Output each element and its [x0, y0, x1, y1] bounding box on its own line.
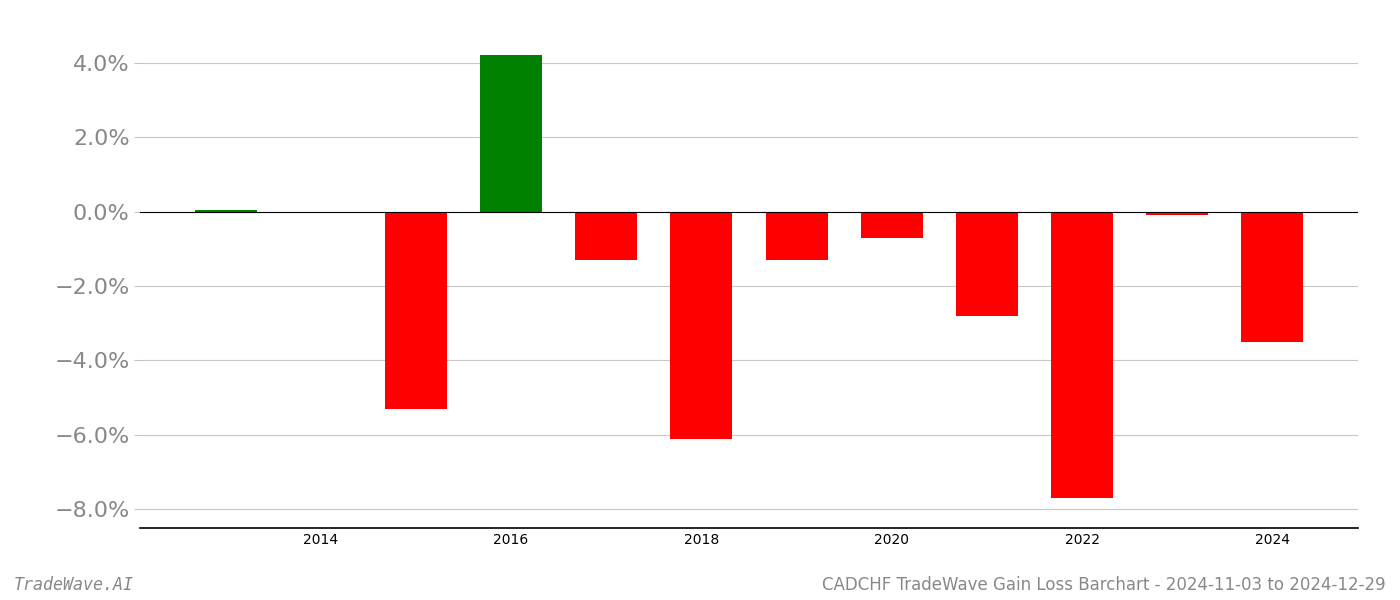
Bar — [956, 212, 1018, 316]
Bar — [195, 210, 256, 212]
Bar — [385, 212, 447, 409]
Bar — [861, 212, 923, 238]
Bar — [1147, 212, 1208, 215]
Bar — [1051, 212, 1113, 498]
Bar — [1242, 212, 1303, 342]
Bar — [575, 212, 637, 260]
Bar — [766, 212, 827, 260]
Text: TradeWave.AI: TradeWave.AI — [14, 576, 134, 594]
Bar — [671, 212, 732, 439]
Bar — [480, 55, 542, 212]
Text: CADCHF TradeWave Gain Loss Barchart - 2024-11-03 to 2024-12-29: CADCHF TradeWave Gain Loss Barchart - 20… — [822, 576, 1386, 594]
